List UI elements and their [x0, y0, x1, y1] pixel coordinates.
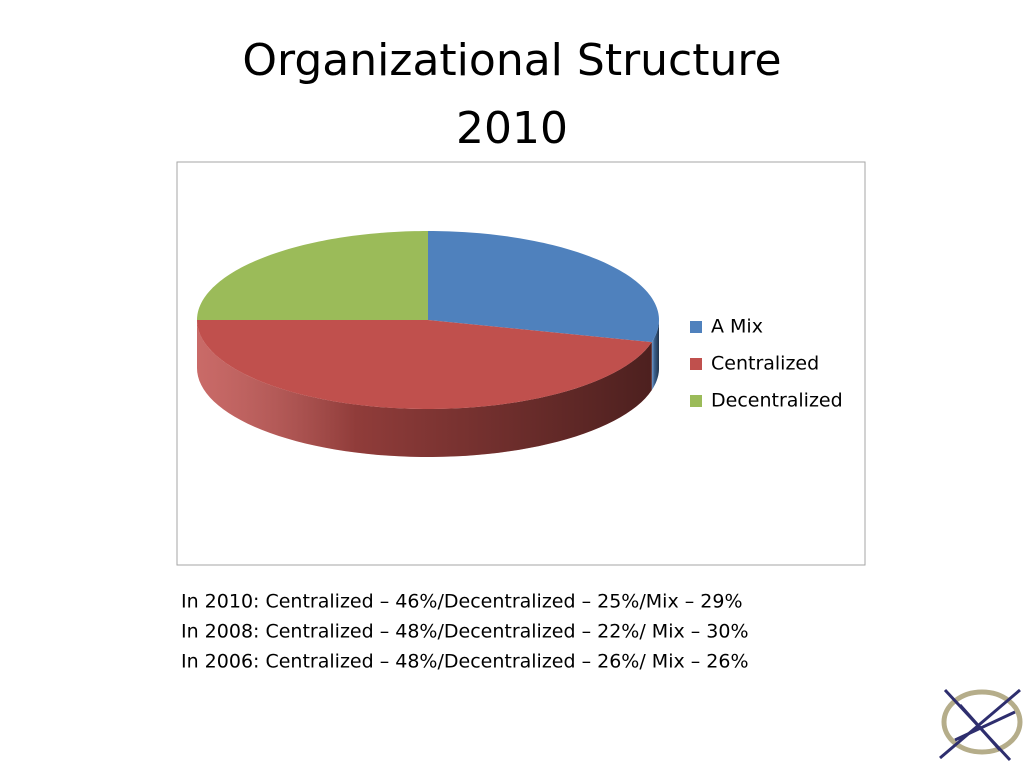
- legend-label: Decentralized: [711, 390, 843, 412]
- note-line: In 2010: Centralized – 46%/Decentralized…: [181, 591, 743, 613]
- pie-side-shade: [651, 320, 659, 391]
- logo: [939, 688, 1023, 762]
- pie: [197, 231, 659, 457]
- legend-swatch: [690, 358, 702, 370]
- note-line: In 2008: Centralized – 48%/Decentralized…: [181, 621, 749, 643]
- pie-slice: [428, 231, 659, 343]
- chart-subtitle: 2010: [456, 103, 568, 154]
- legend: A Mix Centralized Decentralized: [690, 316, 843, 412]
- pie-slice: [197, 231, 428, 320]
- pie-side-shade: [197, 320, 652, 457]
- legend-swatch: [690, 321, 702, 333]
- legend-label: Centralized: [711, 353, 819, 375]
- legend-swatch: [690, 395, 702, 407]
- legend-label: A Mix: [711, 316, 763, 338]
- notes: In 2010: Centralized – 46%/Decentralized…: [181, 591, 749, 673]
- note-line: In 2006: Centralized – 48%/Decentralized…: [181, 651, 749, 673]
- chart-title: Organizational Structure: [242, 35, 781, 86]
- pie-slice: [197, 320, 652, 409]
